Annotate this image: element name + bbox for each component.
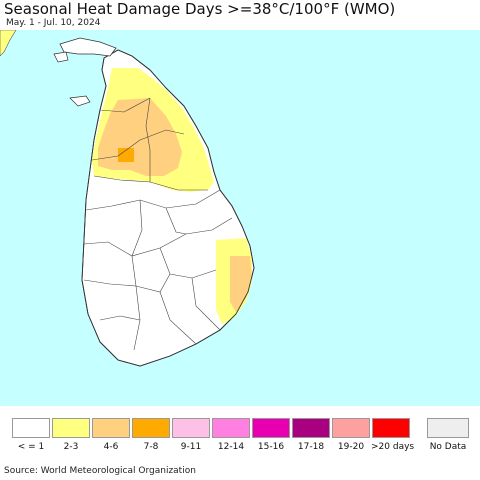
legend-label-19-20: 19-20 bbox=[337, 442, 365, 452]
legend-label-no-data: No Data bbox=[429, 442, 467, 452]
legend-swatch-9-11 bbox=[172, 418, 210, 438]
legend-swatch-12-14 bbox=[212, 418, 250, 438]
legend-label-2-3: 2-3 bbox=[63, 442, 79, 452]
zone-4-6-east bbox=[230, 256, 252, 312]
legend-swatch-2-3 bbox=[52, 418, 90, 438]
legend-swatch-17-18 bbox=[292, 418, 330, 438]
legend-swatch-15-16 bbox=[252, 418, 290, 438]
legend-label-7-8: 7-8 bbox=[143, 442, 159, 452]
legend-swatch-gt20 bbox=[372, 418, 410, 438]
legend: < = 1 2-3 4-6 7-8 9-11 12-14 15-16 17-18… bbox=[12, 418, 472, 458]
mannar-island bbox=[69, 95, 91, 107]
legend-label-12-14: 12-14 bbox=[217, 442, 245, 452]
northern-islet bbox=[53, 51, 69, 63]
zone-7-8-spot bbox=[118, 148, 134, 162]
heat-damage-map bbox=[0, 30, 480, 406]
map-subtitle: May. 1 - Jul. 10, 2024 bbox=[6, 18, 101, 28]
source-credit: Source: World Meteorological Organizatio… bbox=[4, 466, 196, 476]
legend-swatch-no-data bbox=[427, 418, 469, 438]
jaffna-peninsula bbox=[59, 37, 117, 57]
legend-label-17-18: 17-18 bbox=[297, 442, 325, 452]
legend-swatch-7-8 bbox=[132, 418, 170, 438]
legend-label-gt20: >20 days bbox=[371, 442, 415, 452]
district-boundaries bbox=[83, 97, 233, 351]
legend-label-le1: < = 1 bbox=[17, 442, 45, 452]
map-title: Seasonal Heat Damage Days >=38°C/100°F (… bbox=[4, 0, 396, 18]
legend-swatch-le1 bbox=[12, 418, 50, 438]
legend-label-9-11: 9-11 bbox=[180, 442, 202, 452]
sri-lanka-coastline bbox=[81, 49, 255, 367]
legend-label-15-16: 15-16 bbox=[257, 442, 285, 452]
india-coast bbox=[0, 30, 17, 57]
legend-swatch-4-6 bbox=[92, 418, 130, 438]
sea-area bbox=[0, 30, 480, 406]
legend-swatch-19-20 bbox=[332, 418, 370, 438]
legend-label-4-6: 4-6 bbox=[103, 442, 119, 452]
